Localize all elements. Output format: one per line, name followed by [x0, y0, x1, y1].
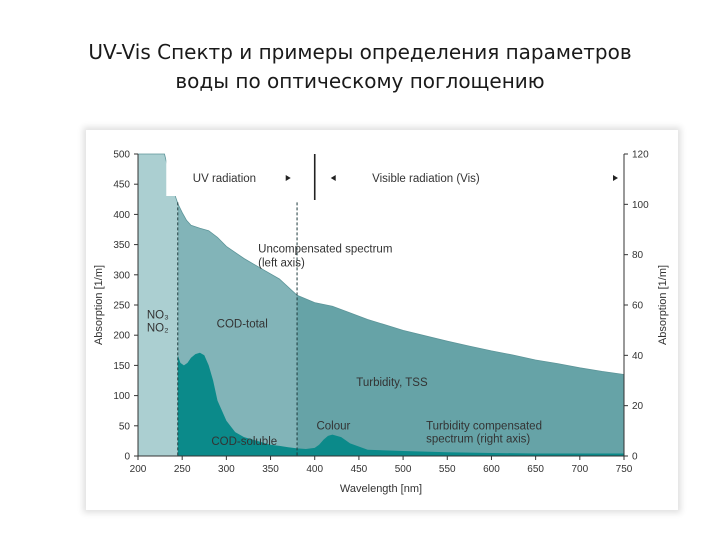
y-left-tick-label: 300 — [113, 270, 130, 281]
y-right-tick-label: 20 — [632, 401, 644, 412]
turbidity-tss-label: Turbidity, TSS — [356, 377, 428, 389]
uncompensated-label-line-1: Uncompensated spectrum — [258, 243, 392, 255]
series-uncompensated-line — [138, 153, 625, 375]
no3-label: NO₃ — [147, 309, 169, 321]
x-tick-label: 400 — [306, 464, 323, 475]
x-tick-label: 200 — [130, 464, 147, 475]
uv-arrow-icon — [285, 175, 291, 181]
x-axis-title: Wavelength [nm] — [340, 483, 422, 495]
series-compensated-area — [177, 352, 625, 456]
x-tick-label: 250 — [174, 464, 191, 475]
header-band — [166, 154, 624, 196]
slide-title-line-2: воды по оптическому поглощению — [175, 69, 545, 93]
vis-arrow-left-icon — [330, 175, 336, 181]
slide-title: UV-Vis Спектр и примеры определения пара… — [0, 38, 720, 96]
y-right-tick-label: 80 — [632, 250, 644, 261]
y-right-tick-label: 120 — [632, 150, 649, 161]
region-nitrate — [138, 154, 178, 456]
x-tick-label: 450 — [351, 464, 368, 475]
y-left-tick-label: 450 — [113, 180, 130, 191]
slide-title-line-1: UV-Vis Спектр и примеры определения пара… — [88, 40, 632, 64]
cod-soluble-label: COD-soluble — [211, 436, 277, 448]
y-right-tick-label: 0 — [632, 452, 638, 463]
uv-radiation-label: UV radiation — [193, 173, 256, 185]
y-left-tick-label: 200 — [113, 331, 130, 342]
y-left-tick-label: 500 — [113, 150, 130, 161]
x-tick-label: 500 — [395, 464, 412, 475]
y-left-axis-title: Absorption [1/m] — [93, 265, 105, 345]
visible-radiation-label: Visible radiation (Vis) — [372, 173, 480, 185]
vis-arrow-right-icon — [613, 175, 618, 181]
x-tick-label: 550 — [439, 464, 456, 475]
x-tick-label: 650 — [527, 464, 544, 475]
chart-frame: UV radiation Visible radiation (Vis) 200 25… — [86, 130, 678, 510]
x-tick-label: 750 — [616, 464, 633, 475]
y-left-tick-label: 350 — [113, 240, 130, 251]
y-left-tick-label: 100 — [113, 391, 130, 402]
cod-total-label: COD-total — [217, 318, 268, 330]
y-left-tick-label: 50 — [119, 421, 131, 432]
y-right-tick-label: 40 — [632, 351, 644, 362]
absorption-spectrum-chart: UV radiation Visible radiation (Vis)200 25… — [86, 130, 678, 510]
compensated-label-line-2: spectrum (right axis) — [426, 434, 530, 446]
uncompensated-label-line-2: (left axis) — [258, 257, 305, 269]
y-left-tick-label: 0 — [124, 452, 130, 463]
y-right-axis-title: Absorption [1/m] — [657, 265, 669, 345]
y-left-tick-label: 250 — [113, 301, 130, 312]
compensated-label-line-1: Turbidity compensated — [426, 420, 542, 432]
x-tick-label: 700 — [571, 464, 588, 475]
x-tick-label: 600 — [483, 464, 500, 475]
y-right-tick-label: 100 — [632, 200, 649, 211]
no2-label: NO₂ — [147, 323, 169, 335]
y-right-tick-label: 60 — [632, 301, 644, 312]
y-left-tick-label: 400 — [113, 210, 130, 221]
x-tick-label: 350 — [262, 464, 279, 475]
region-turbidity — [297, 295, 624, 456]
colour-label: Colour — [316, 420, 350, 432]
y-left-tick-label: 150 — [113, 361, 130, 372]
x-tick-label: 300 — [218, 464, 235, 475]
